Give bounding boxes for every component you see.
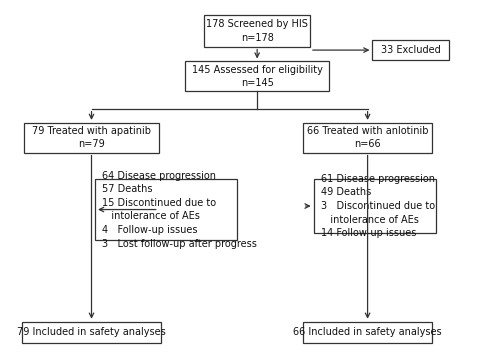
FancyBboxPatch shape (95, 179, 237, 240)
Text: 61 Disease progression
49 Deaths
3   Discontinued due to
   intolerance of AEs
1: 61 Disease progression 49 Deaths 3 Disco… (321, 174, 435, 238)
Text: 66 Treated with anlotinib
n=66: 66 Treated with anlotinib n=66 (307, 126, 428, 150)
FancyBboxPatch shape (204, 15, 310, 47)
Text: 79 Included in safety analyses: 79 Included in safety analyses (17, 327, 166, 337)
Text: 178 Screened by HIS
n=178: 178 Screened by HIS n=178 (206, 19, 308, 43)
FancyBboxPatch shape (24, 123, 158, 153)
FancyBboxPatch shape (303, 322, 432, 343)
FancyBboxPatch shape (303, 123, 432, 153)
FancyBboxPatch shape (22, 322, 161, 343)
FancyBboxPatch shape (185, 62, 329, 91)
FancyBboxPatch shape (372, 41, 449, 60)
Text: 33 Excluded: 33 Excluded (381, 45, 440, 55)
Text: 79 Treated with apatinib
n=79: 79 Treated with apatinib n=79 (32, 126, 151, 150)
FancyBboxPatch shape (314, 179, 436, 233)
Text: 66 Included in safety analyses: 66 Included in safety analyses (294, 327, 442, 337)
Text: 64 Disease progression
57 Deaths
15 Discontinued due to
   intolerance of AEs
4 : 64 Disease progression 57 Deaths 15 Disc… (102, 171, 257, 248)
Text: 145 Assessed for eligibility
n=145: 145 Assessed for eligibility n=145 (192, 64, 322, 88)
